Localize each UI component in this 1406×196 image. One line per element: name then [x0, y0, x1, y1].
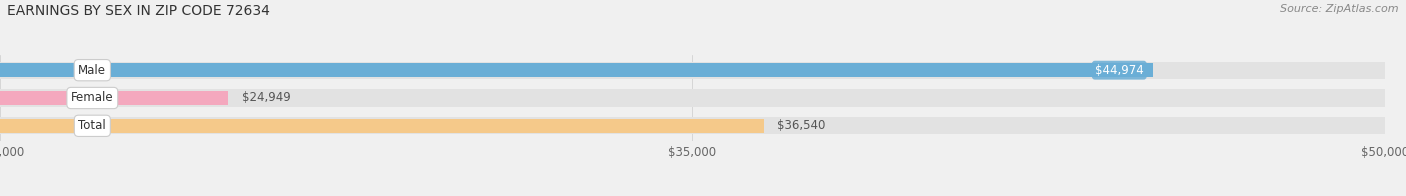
Text: $24,949: $24,949: [242, 92, 291, 104]
Bar: [0, 63, 1153, 77]
Text: EARNINGS BY SEX IN ZIP CODE 72634: EARNINGS BY SEX IN ZIP CODE 72634: [7, 4, 270, 18]
Text: Source: ZipAtlas.com: Source: ZipAtlas.com: [1281, 4, 1399, 14]
Text: Male: Male: [79, 64, 107, 77]
Text: $36,540: $36,540: [778, 119, 825, 132]
Bar: [0, 89, 1385, 107]
Text: Female: Female: [72, 92, 114, 104]
Text: $44,974: $44,974: [1095, 64, 1143, 77]
Bar: [0, 117, 1385, 134]
Bar: [0, 119, 763, 133]
Text: Total: Total: [79, 119, 107, 132]
Bar: [0, 62, 1385, 79]
Bar: [0, 91, 228, 105]
